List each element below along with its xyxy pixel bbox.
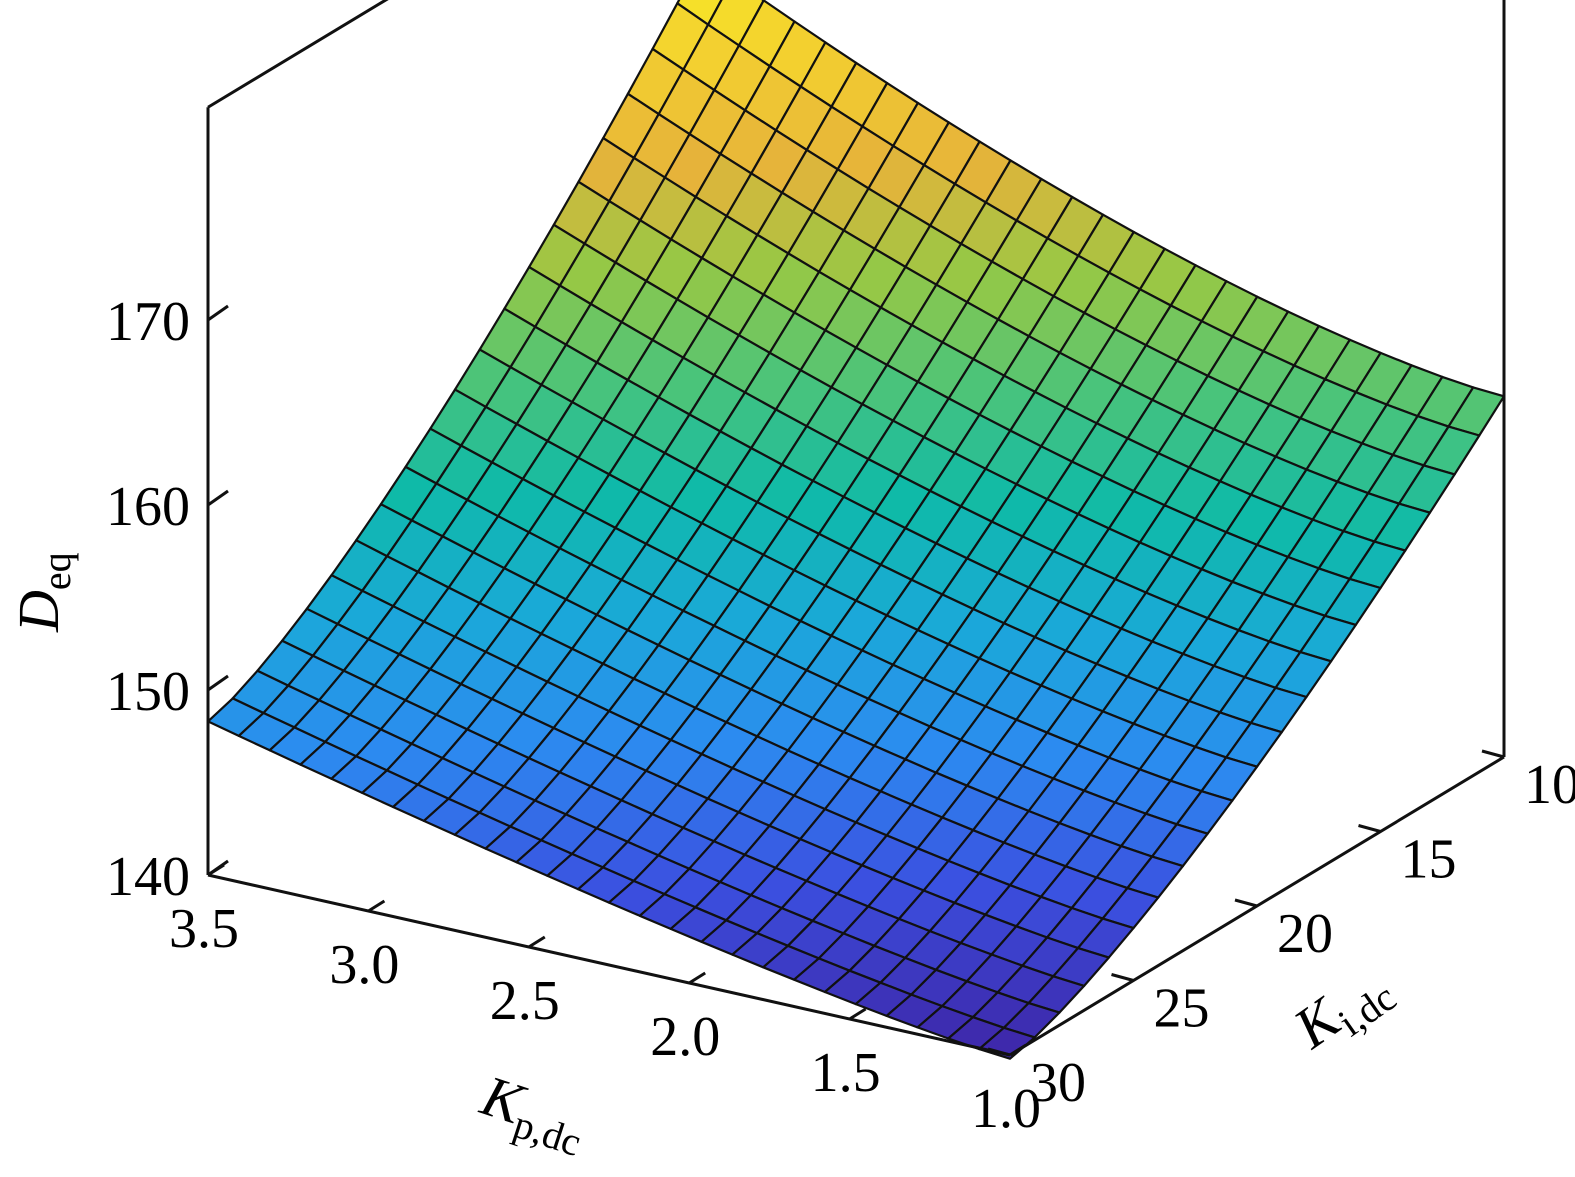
x-tick: [528, 935, 546, 949]
x-tick-label: 2.0: [650, 1006, 720, 1068]
x-tick-label: 3.5: [169, 898, 239, 960]
y-tick-label: 10: [1524, 754, 1575, 816]
x-tick: [367, 899, 386, 913]
y-tick: [1481, 749, 1505, 759]
y-tick-label: 20: [1277, 903, 1333, 965]
surface-mesh: [206, 0, 1506, 1060]
z-tick-label: 170: [106, 291, 190, 353]
y-tick: [1358, 824, 1381, 833]
axis-ticks: [207, 304, 1505, 1057]
x-tick: [688, 971, 706, 985]
x-tick-label: 2.5: [490, 970, 560, 1032]
x-tick: [207, 863, 225, 877]
x-tick: [848, 1007, 867, 1021]
z-tick: [207, 674, 229, 692]
x-axis-title: Kp,dc: [471, 1062, 596, 1165]
x-tick-label: 3.0: [329, 934, 399, 996]
x-tick-label: 1.5: [811, 1042, 881, 1104]
x-axis-line: [207, 873, 1011, 1057]
y-tick-label: 15: [1401, 829, 1457, 891]
axis-tick-labels: 140 150 160 170 3.5 3.0 2.5 2.0 1.5 1.0 10 15 20 25 30: [106, 291, 1575, 1140]
z-tick: [207, 304, 229, 322]
y-tick: [987, 1047, 1011, 1057]
x-tick-label: 1.0: [971, 1078, 1041, 1140]
y-tick-label: 25: [1154, 978, 1210, 1040]
z-axis-title: Deq: [6, 552, 79, 633]
z-tick: [207, 489, 229, 507]
y-tick: [1111, 973, 1134, 982]
z-tick-label: 160: [106, 476, 190, 538]
y-tick-label: 30: [1030, 1052, 1086, 1114]
z-tick-label: 150: [106, 661, 190, 723]
axes-box-back: [206, 0, 1506, 875]
y-tick: [1234, 898, 1258, 908]
z-tick-label: 140: [106, 846, 190, 908]
box-edge-left-top: [207, 0, 389, 109]
y-axis-title: Ki,dc: [1281, 951, 1404, 1067]
x-tick: [1009, 1043, 1027, 1057]
